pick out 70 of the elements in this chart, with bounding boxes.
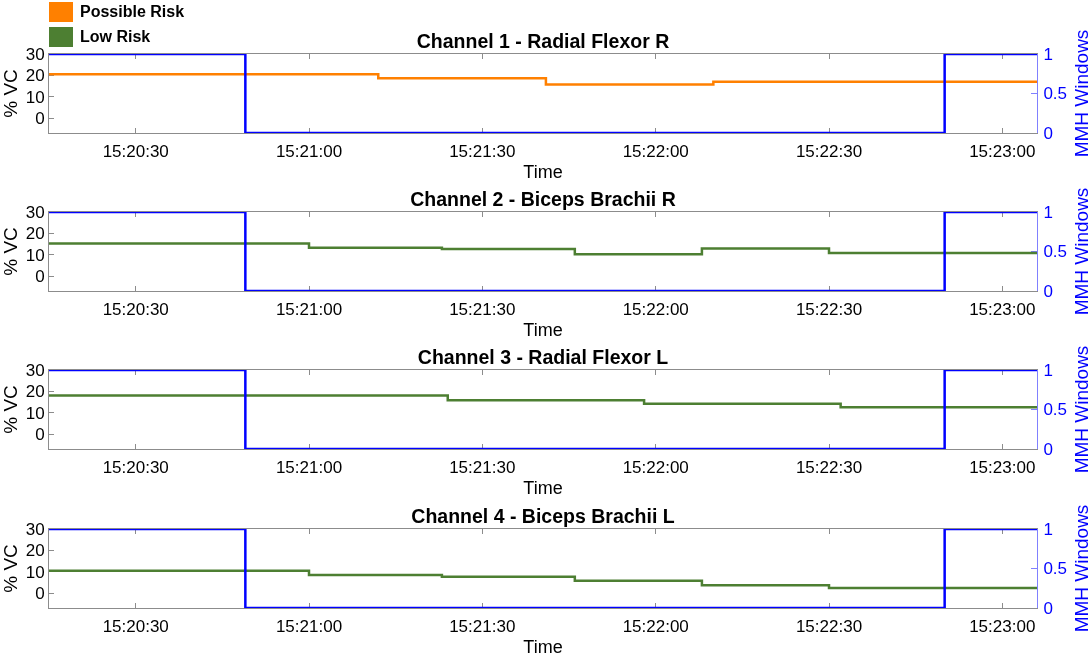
x-tick-label: 15:21:30 — [449, 616, 516, 636]
x-tick-label: 15:21:00 — [275, 300, 343, 320]
x-tick-label: 15:22:00 — [622, 458, 689, 478]
x-tick-label: 15:22:30 — [795, 142, 863, 162]
x-tick-label: 15:21:30 — [449, 458, 516, 478]
y2-tick-label: 0 — [1043, 282, 1053, 302]
x-tick-label: 15:21:00 — [275, 458, 343, 478]
x-tick-label: 15:22:00 — [622, 300, 689, 320]
x-tick-label: 15:21:00 — [275, 616, 343, 636]
y2-tick-label: 0 — [1043, 598, 1053, 618]
x-tick-label: 15:23:00 — [969, 142, 1036, 162]
y-tick-label: 10 — [25, 404, 45, 424]
y2-tick-label: 0 — [1043, 440, 1053, 460]
legend-label: Possible Risk — [80, 3, 185, 21]
chart-title: Channel 2 - Biceps Brachii R — [410, 188, 676, 211]
x-tick-label: 15:22:30 — [795, 458, 863, 478]
y2-tick-label: 1 — [1043, 44, 1053, 64]
y-axis-title: % VC — [0, 69, 21, 118]
x-axis-title: Time — [523, 161, 563, 182]
x-tick-label: 15:21:30 — [449, 300, 516, 320]
chart-title: Channel 4 - Biceps Brachii L — [411, 504, 675, 527]
y-tick-label: 0 — [35, 425, 45, 445]
y2-tick-label: 1 — [1043, 519, 1053, 539]
y2-axis-title: MMH Windows — [1071, 187, 1092, 316]
y-tick-label: 0 — [35, 583, 45, 603]
x-tick-label: 15:20:30 — [102, 616, 169, 636]
x-tick-label: 15:20:30 — [102, 458, 169, 478]
y-tick-label: 30 — [25, 361, 45, 381]
x-axis-title: Time — [523, 477, 563, 498]
x-tick-label: 15:21:30 — [449, 142, 516, 162]
y2-axis-title: MMH Windows — [1071, 346, 1092, 474]
y2-axis-title: MMH Windows — [1071, 504, 1092, 632]
chart-title: Channel 3 - Radial Flexor L — [417, 346, 669, 369]
x-tick-label: 15:22:30 — [795, 300, 863, 320]
y-tick-label: 30 — [25, 44, 45, 64]
y-tick-label: 30 — [25, 519, 45, 539]
x-axis-title: Time — [523, 636, 563, 657]
x-tick-label: 15:23:00 — [969, 616, 1036, 636]
y-axis-title: % VC — [0, 227, 21, 276]
y2-tick-label: 0 — [1043, 123, 1053, 143]
y-tick-label: 20 — [25, 382, 45, 402]
x-tick-label: 15:22:00 — [622, 616, 689, 636]
chart-title: Channel 1 - Radial Flexor R — [416, 30, 670, 52]
legend-label: Low Risk — [80, 28, 151, 46]
y-tick-label: 0 — [35, 109, 45, 128]
y2-tick-label: 0.5 — [1043, 242, 1068, 262]
x-tick-label: 15:22:00 — [622, 142, 689, 162]
y-axis-title: % VC — [0, 385, 21, 435]
y2-tick-label: 1 — [1043, 361, 1053, 381]
x-tick-label: 15:20:30 — [102, 300, 169, 320]
x-axis-title: Time — [523, 319, 563, 340]
x-tick-label: 15:23:00 — [969, 300, 1036, 320]
y2-tick-label: 0.5 — [1043, 400, 1068, 420]
x-tick-label: 15:23:00 — [969, 458, 1036, 478]
y-tick-label: 30 — [25, 203, 45, 223]
y-tick-label: 20 — [25, 540, 45, 560]
y2-tick-label: 0.5 — [1043, 559, 1068, 579]
y-tick-label: 20 — [25, 224, 45, 244]
y-axis-title: % VC — [0, 543, 21, 593]
x-tick-label: 15:20:30 — [102, 142, 169, 162]
y-tick-label: 10 — [25, 87, 45, 107]
y-tick-label: 20 — [25, 66, 45, 86]
x-tick-label: 15:21:00 — [275, 142, 343, 162]
y-tick-label: 0 — [35, 267, 45, 287]
y2-tick-label: 0.5 — [1043, 84, 1068, 104]
y2-tick-label: 1 — [1043, 203, 1053, 223]
y-tick-label: 10 — [25, 562, 45, 582]
x-tick-label: 15:22:30 — [795, 616, 863, 636]
y2-axis-title: MMH Windows — [1071, 29, 1092, 158]
y-tick-label: 10 — [25, 245, 45, 265]
